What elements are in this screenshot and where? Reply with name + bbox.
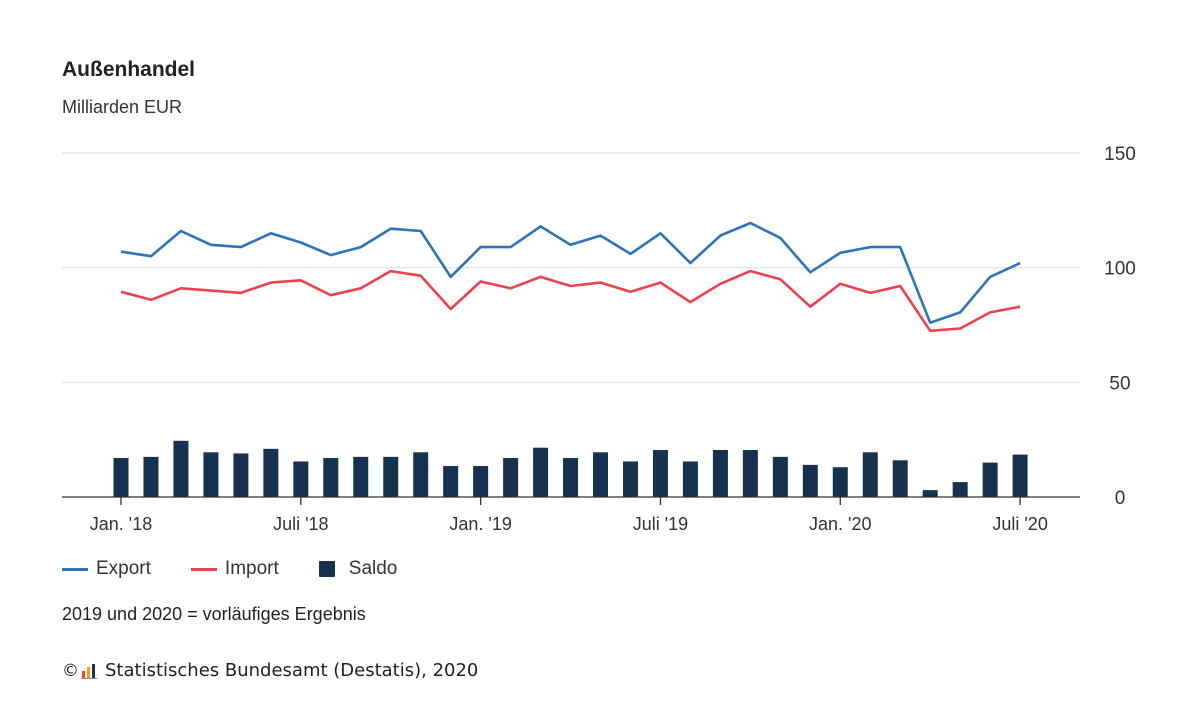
footnote: 2019 und 2020 = vorläufiges Ergebnis (62, 604, 366, 624)
x-axis (62, 496, 1080, 505)
legend-item-export[interactable]: Export (62, 558, 151, 580)
y-tick-label: 50 (1109, 373, 1130, 394)
saldo-bar (533, 447, 549, 497)
saldo-bar (383, 456, 399, 497)
saldo-bar (173, 440, 189, 497)
legend: Export Import Saldo (62, 558, 437, 580)
x-tick-label: Jan. '18 (90, 514, 152, 534)
saldo-bar (293, 461, 309, 497)
saldo-bar (143, 456, 159, 497)
legend-item-import[interactable]: Import (190, 558, 279, 580)
y-tick-label: 150 (1104, 144, 1136, 165)
import-swatch-icon (190, 567, 217, 571)
saldo-bar (563, 458, 579, 497)
saldo-bar (772, 456, 788, 497)
saldo-bar (982, 462, 998, 497)
saldo-bar (113, 458, 129, 497)
legend-item-saldo[interactable]: Saldo (318, 558, 398, 580)
line-series (120, 221, 1021, 333)
import-line (120, 269, 1021, 333)
chart-subtitle: Milliarden EUR (62, 97, 183, 117)
saldo-bar (682, 461, 698, 497)
saldo-bar (802, 464, 818, 497)
saldo-bar (413, 452, 429, 497)
source-text: Statistisches Bundesamt (Destatis), 2020 (105, 660, 479, 681)
saldo-bar (1012, 454, 1028, 497)
saldo-bar (832, 467, 848, 497)
saldo-bar (353, 456, 369, 497)
x-tick-label: Juli '18 (273, 514, 328, 534)
export-swatch-icon (62, 567, 88, 571)
y-tick-label: 0 (1115, 488, 1126, 509)
x-tick-label: Jan. '19 (449, 514, 511, 534)
tick-labels: 0 50 100 150 Jan. '18 Juli '18 Jan. '19 Juli '1… (90, 144, 1136, 534)
x-tick-label: Juli '20 (992, 514, 1047, 534)
saldo-swatch-icon (318, 561, 335, 577)
saldo-bar (203, 452, 219, 497)
saldo-bar (892, 460, 908, 497)
y-tick-label: 100 (1104, 259, 1136, 280)
destatis-logo-icon (81, 663, 97, 679)
saldo-bar (952, 482, 968, 497)
saldo-bar (652, 449, 668, 497)
copyright-icon: © (62, 660, 79, 681)
saldo-bar (443, 466, 459, 497)
saldo-bar (593, 452, 609, 497)
x-tick-label: Jan. '20 (809, 514, 871, 534)
source-line: © Statistisches Bundesamt (Destatis), 20… (62, 660, 478, 681)
saldo-bar (922, 490, 938, 497)
saldo-bar (862, 452, 878, 497)
chart-area: 0 50 100 150 Jan. '18 Juli '18 Jan. '19 Juli '1… (62, 144, 1136, 534)
saldo-bar (323, 458, 339, 497)
grid-layer (62, 152, 1080, 383)
saldo-bar (233, 453, 249, 497)
legend-import-label: Import (224, 558, 279, 579)
legend-saldo-label: Saldo (348, 558, 398, 579)
saldo-bar (742, 449, 758, 497)
chart-title: Außenhandel (62, 58, 196, 81)
saldo-bar (473, 466, 489, 497)
x-tick-label: Juli '19 (633, 514, 688, 534)
export-line (120, 221, 1021, 325)
saldo-bars (113, 440, 1028, 497)
legend-export-label: Export (96, 558, 151, 579)
saldo-bar (503, 458, 519, 497)
saldo-bar (712, 449, 728, 497)
saldo-bar (263, 448, 279, 497)
saldo-bar (622, 461, 638, 497)
